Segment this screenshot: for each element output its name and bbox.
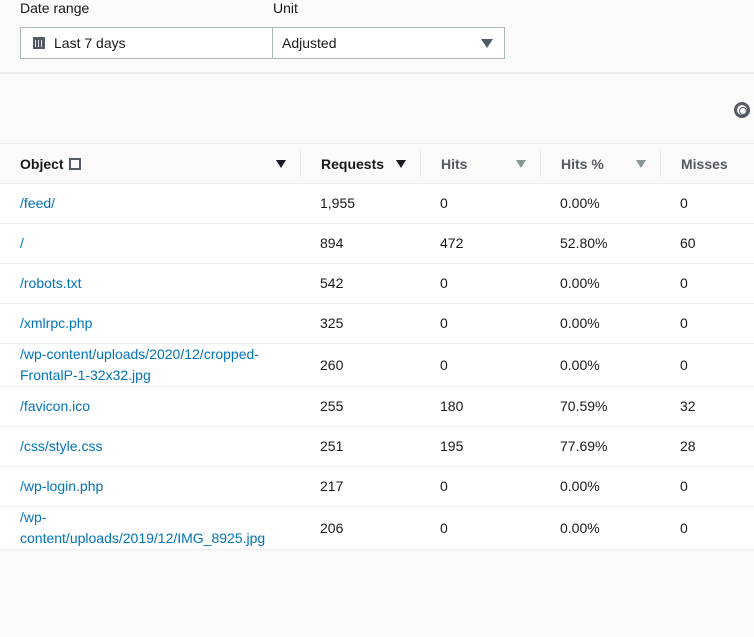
date-range-label: Date range bbox=[20, 0, 90, 16]
cell-hits-pct: 0.00% bbox=[540, 303, 660, 344]
object-link[interactable]: /wp-login.php bbox=[20, 478, 104, 494]
cell-hits: 0 bbox=[420, 263, 540, 304]
cell-requests: 260 bbox=[300, 343, 420, 387]
table-row: /wp-content/uploads/2019/12/IMG_8925.jpg… bbox=[0, 506, 754, 550]
divider bbox=[0, 72, 754, 74]
cell-hits: 0 bbox=[420, 303, 540, 344]
cell-object: / bbox=[0, 223, 300, 264]
table-row: /css/style.css 251 195 77.69% 28 bbox=[0, 426, 754, 467]
cell-misses: 0 bbox=[660, 183, 754, 224]
cell-object: /feed/ bbox=[0, 183, 300, 224]
column-header-hits-pct[interactable]: Hits % bbox=[540, 143, 660, 184]
cell-hits-pct: 70.59% bbox=[540, 386, 660, 427]
table-row: / 894 472 52.80% 60 bbox=[0, 223, 754, 264]
cell-hits: 0 bbox=[420, 183, 540, 224]
filters: Date range Unit Last 7 days Adjusted bbox=[0, 0, 754, 72]
cell-misses: 0 bbox=[660, 303, 754, 344]
table-row: /favicon.ico 255 180 70.59% 32 bbox=[0, 386, 754, 427]
table-row: /xmlrpc.php 325 0 0.00% 0 bbox=[0, 303, 754, 344]
external-link-icon[interactable] bbox=[68, 157, 81, 170]
unit-select[interactable]: Adjusted bbox=[273, 28, 504, 58]
cell-requests: 1,955 bbox=[300, 183, 420, 224]
date-range-picker[interactable]: Last 7 days bbox=[21, 28, 273, 58]
cell-object: /wp-content/uploads/2019/12/IMG_8925.jpg bbox=[0, 506, 300, 550]
gear-icon[interactable] bbox=[734, 102, 750, 118]
table-row: /feed/ 1,955 0 0.00% 0 bbox=[0, 183, 754, 224]
cell-hits: 0 bbox=[420, 466, 540, 507]
unit-label: Unit bbox=[273, 0, 298, 16]
object-link[interactable]: /wp-content/uploads/2020/12/cropped-Fron… bbox=[20, 346, 259, 383]
cell-misses: 0 bbox=[660, 263, 754, 304]
column-header-object[interactable]: Object bbox=[0, 143, 300, 184]
table-row: /wp-login.php 217 0 0.00% 0 bbox=[0, 466, 754, 507]
cell-requests: 325 bbox=[300, 303, 420, 344]
cell-object: /xmlrpc.php bbox=[0, 303, 300, 344]
sort-icon[interactable] bbox=[276, 160, 286, 168]
object-link[interactable]: /feed/ bbox=[20, 195, 56, 211]
objects-table: Object Requests Hits Hits % Misses /feed… bbox=[0, 143, 754, 550]
object-link[interactable]: /robots.txt bbox=[20, 275, 82, 291]
object-link[interactable]: /wp-content/uploads/2019/12/IMG_8925.jpg bbox=[20, 509, 266, 546]
sort-descending-icon[interactable] bbox=[396, 160, 406, 168]
cell-hits: 0 bbox=[420, 506, 540, 550]
cell-object: /robots.txt bbox=[0, 263, 300, 304]
cell-hits: 180 bbox=[420, 386, 540, 427]
column-header-hits[interactable]: Hits bbox=[420, 143, 540, 184]
cell-requests: 255 bbox=[300, 386, 420, 427]
cell-requests: 217 bbox=[300, 466, 420, 507]
cell-misses: 0 bbox=[660, 343, 754, 387]
cell-requests: 206 bbox=[300, 506, 420, 550]
object-link[interactable]: /favicon.ico bbox=[20, 398, 91, 414]
cell-hits-pct: 52.80% bbox=[540, 223, 660, 264]
cell-object: /css/style.css bbox=[0, 426, 300, 467]
cell-object: /favicon.ico bbox=[0, 386, 300, 427]
cell-hits-pct: 0.00% bbox=[540, 343, 660, 387]
cell-object: /wp-login.php bbox=[0, 466, 300, 507]
object-link[interactable]: /xmlrpc.php bbox=[20, 315, 93, 331]
date-range-value: Last 7 days bbox=[54, 35, 126, 51]
sort-icon[interactable] bbox=[636, 160, 646, 168]
cell-hits-pct: 0.00% bbox=[540, 506, 660, 550]
cell-hits: 195 bbox=[420, 426, 540, 467]
table-row: /robots.txt 542 0 0.00% 0 bbox=[0, 263, 754, 304]
cell-hits-pct: 0.00% bbox=[540, 183, 660, 224]
cell-requests: 542 bbox=[300, 263, 420, 304]
filter-controls: Last 7 days Adjusted bbox=[20, 27, 505, 59]
unit-value: Adjusted bbox=[282, 35, 337, 51]
cell-hits-pct: 0.00% bbox=[540, 466, 660, 507]
sort-icon[interactable] bbox=[516, 160, 526, 168]
cell-hits: 472 bbox=[420, 223, 540, 264]
cell-misses: 32 bbox=[660, 386, 754, 427]
column-header-requests[interactable]: Requests bbox=[300, 143, 420, 184]
cell-misses: 0 bbox=[660, 466, 754, 507]
cell-hits-pct: 0.00% bbox=[540, 263, 660, 304]
cell-hits-pct: 77.69% bbox=[540, 426, 660, 467]
cell-misses: 60 bbox=[660, 223, 754, 264]
cell-misses: 0 bbox=[660, 506, 754, 550]
table-row: /wp-content/uploads/2020/12/cropped-Fron… bbox=[0, 343, 754, 387]
object-link[interactable]: / bbox=[20, 235, 24, 251]
table-toolbar bbox=[0, 74, 754, 143]
column-header-misses[interactable]: Misses bbox=[660, 143, 754, 184]
object-link[interactable]: /css/style.css bbox=[20, 438, 103, 454]
cell-object: /wp-content/uploads/2020/12/cropped-Fron… bbox=[0, 343, 300, 387]
caret-down-icon bbox=[481, 39, 493, 48]
cell-misses: 28 bbox=[660, 426, 754, 467]
cell-requests: 894 bbox=[300, 223, 420, 264]
calendar-icon bbox=[33, 37, 45, 49]
cell-requests: 251 bbox=[300, 426, 420, 467]
cell-hits: 0 bbox=[420, 343, 540, 387]
